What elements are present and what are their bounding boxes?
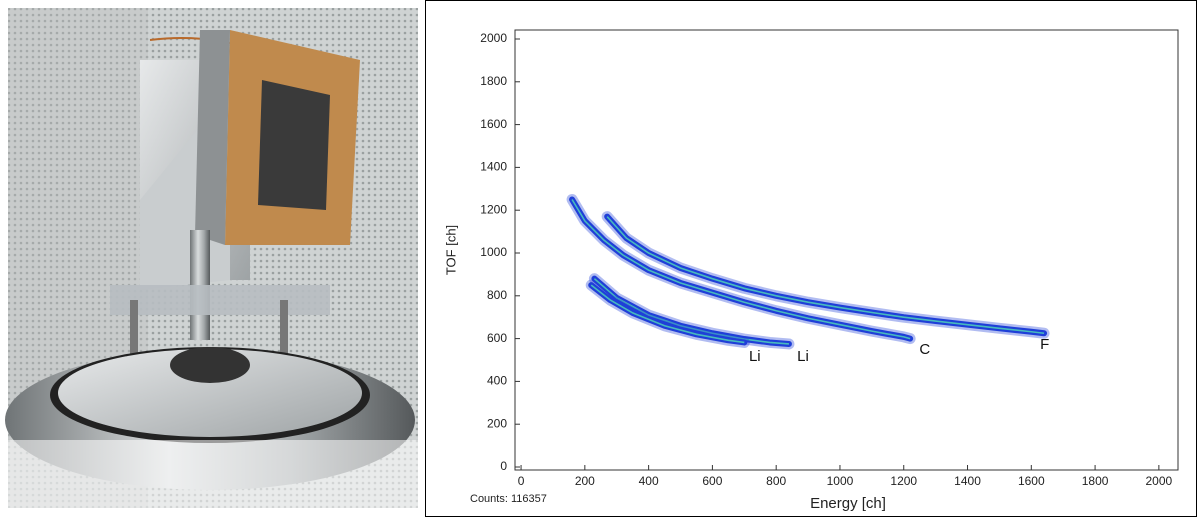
plot-area: [514, 29, 1179, 471]
annotation: Li: [797, 348, 809, 365]
y-axis-label: TOF [ch]: [443, 225, 458, 275]
x-tick-label: 1800: [1082, 474, 1109, 488]
x-tick-label: 200: [575, 474, 595, 488]
x-tick-label: 1200: [890, 474, 917, 488]
y-tick-label: 1800: [480, 74, 507, 88]
y-tick-label: 1000: [480, 245, 507, 259]
y-tick-label: 2000: [480, 31, 507, 45]
x-tick-label: 600: [702, 474, 722, 488]
y-tick-label: 600: [487, 331, 507, 345]
band-core: [571, 199, 911, 340]
y-tick-label: 1600: [480, 117, 507, 131]
x-axis-label: Energy [ch]: [810, 495, 886, 512]
x-tick-label: 1400: [954, 474, 981, 488]
band-core: [606, 216, 1045, 335]
x-tick-label: 2000: [1146, 474, 1173, 488]
band-core: [590, 284, 745, 344]
y-tick-label: 0: [500, 459, 507, 473]
photo: [5, 8, 418, 508]
y-tick-label: 1200: [480, 202, 507, 216]
y-tick-label: 800: [487, 288, 507, 302]
x-tick-label: 1000: [827, 474, 854, 488]
y-tick-label: 200: [487, 416, 507, 430]
x-tick-label: 1600: [1018, 474, 1045, 488]
annotation: F: [1040, 336, 1049, 353]
band-core: [593, 278, 790, 345]
annotation: Li: [749, 348, 761, 365]
counts-label: Counts: 116357: [470, 493, 547, 505]
x-tick-label: 800: [766, 474, 786, 488]
y-tick-label: 400: [487, 374, 507, 388]
plot: 0 200 400 600 800 1000 1200 1400 1600 1800 2000 0 20…: [480, 29, 1179, 488]
x-tick-label: 400: [639, 474, 659, 488]
y-tick-label: 1400: [480, 160, 507, 174]
x-tick-label: 0: [518, 474, 525, 488]
annotation: C: [919, 341, 930, 358]
